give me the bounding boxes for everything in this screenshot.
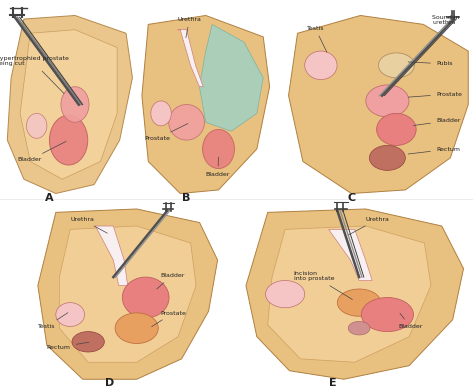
Ellipse shape [56, 303, 85, 327]
Text: Rectum: Rectum [47, 342, 89, 349]
Ellipse shape [369, 146, 405, 170]
Text: D: D [105, 378, 114, 387]
Text: B: B [183, 193, 191, 203]
Ellipse shape [26, 113, 47, 138]
Ellipse shape [265, 281, 305, 308]
Ellipse shape [378, 53, 414, 78]
Text: Bladder: Bladder [413, 118, 460, 125]
Ellipse shape [361, 298, 413, 332]
Text: Prostate: Prostate [408, 92, 462, 97]
Text: Urethra: Urethra [70, 217, 107, 233]
Ellipse shape [50, 115, 88, 165]
Polygon shape [142, 15, 270, 194]
Text: Hypertrophied prostate
being cut: Hypertrophied prostate being cut [0, 55, 69, 94]
Text: E: E [329, 378, 337, 387]
Text: Urethra: Urethra [349, 217, 389, 235]
Text: Rectum: Rectum [408, 147, 460, 154]
Text: Bladder: Bladder [206, 157, 230, 177]
Text: A: A [45, 193, 54, 203]
Ellipse shape [61, 87, 89, 122]
Polygon shape [289, 15, 468, 194]
Polygon shape [178, 30, 203, 87]
Polygon shape [38, 209, 218, 379]
Polygon shape [7, 15, 132, 194]
Text: Bladder: Bladder [157, 273, 184, 289]
Ellipse shape [151, 101, 171, 126]
Text: Pubis: Pubis [408, 61, 452, 66]
Text: C: C [347, 193, 356, 203]
Polygon shape [200, 24, 263, 131]
Polygon shape [96, 226, 128, 286]
Ellipse shape [366, 85, 409, 117]
Polygon shape [60, 226, 196, 362]
Ellipse shape [337, 289, 381, 316]
Ellipse shape [169, 104, 204, 140]
Text: Bladder: Bladder [18, 141, 66, 163]
Ellipse shape [115, 313, 158, 344]
Polygon shape [246, 209, 464, 379]
Text: Testis: Testis [307, 26, 327, 52]
Polygon shape [268, 226, 431, 362]
Polygon shape [329, 229, 372, 281]
Ellipse shape [72, 332, 105, 352]
Polygon shape [20, 30, 117, 179]
Text: Urethra: Urethra [178, 17, 201, 38]
Ellipse shape [305, 51, 337, 80]
Text: Bladder: Bladder [398, 313, 423, 329]
Ellipse shape [377, 113, 416, 146]
Text: Prostate: Prostate [144, 123, 188, 141]
Text: Incision
into prostate: Incision into prostate [294, 271, 352, 300]
Text: Sound in
urethra: Sound in urethra [432, 15, 460, 26]
Ellipse shape [348, 321, 370, 335]
Text: Prostate: Prostate [152, 310, 186, 327]
Ellipse shape [123, 277, 169, 318]
Ellipse shape [202, 129, 235, 169]
Text: Testis: Testis [38, 313, 68, 329]
